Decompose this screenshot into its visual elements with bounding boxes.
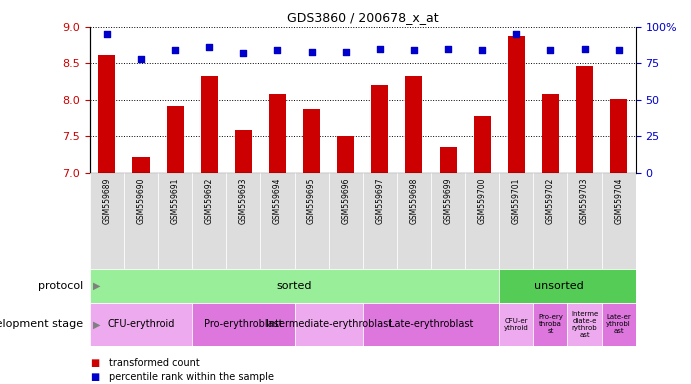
- Point: [442, 46, 453, 52]
- Text: GSM559694: GSM559694: [273, 177, 282, 224]
- Bar: [90, 173, 124, 269]
- Bar: [337, 136, 354, 173]
- Text: GSM559700: GSM559700: [477, 177, 486, 224]
- Bar: [576, 66, 593, 173]
- Bar: [98, 55, 115, 173]
- Bar: [465, 173, 499, 269]
- Point: [375, 46, 386, 52]
- Point: [579, 46, 590, 52]
- Text: GSM559689: GSM559689: [102, 177, 111, 224]
- Bar: [499, 269, 636, 303]
- Bar: [90, 269, 499, 303]
- Text: development stage: development stage: [0, 319, 83, 329]
- Point: [545, 47, 556, 53]
- Text: ▶: ▶: [93, 281, 101, 291]
- Bar: [439, 147, 457, 173]
- Text: GSM559704: GSM559704: [614, 177, 623, 224]
- Bar: [610, 99, 627, 173]
- Bar: [235, 131, 252, 173]
- Bar: [508, 36, 525, 173]
- Point: [102, 31, 113, 37]
- Point: [340, 49, 351, 55]
- Point: [511, 31, 522, 37]
- Point: [477, 47, 488, 53]
- Text: GSM559702: GSM559702: [546, 177, 555, 224]
- Text: GSM559695: GSM559695: [307, 177, 316, 224]
- Text: GDS3860 / 200678_x_at: GDS3860 / 200678_x_at: [287, 12, 439, 25]
- Text: ▶: ▶: [93, 319, 101, 329]
- Text: GSM559693: GSM559693: [239, 177, 248, 224]
- Text: GSM559696: GSM559696: [341, 177, 350, 224]
- Text: GSM559691: GSM559691: [171, 177, 180, 224]
- Text: ■: ■: [90, 358, 99, 368]
- Text: ■: ■: [90, 372, 99, 382]
- Bar: [294, 303, 363, 346]
- Bar: [499, 173, 533, 269]
- Bar: [90, 303, 192, 346]
- Text: GSM559697: GSM559697: [375, 177, 384, 224]
- Bar: [533, 303, 567, 346]
- Bar: [261, 173, 294, 269]
- Point: [306, 49, 317, 55]
- Bar: [499, 303, 533, 346]
- Bar: [227, 173, 261, 269]
- Text: Intermediate-erythroblast: Intermediate-erythroblast: [265, 319, 392, 329]
- Text: transformed count: transformed count: [109, 358, 200, 368]
- Text: GSM559703: GSM559703: [580, 177, 589, 224]
- Bar: [473, 116, 491, 173]
- Bar: [133, 157, 149, 173]
- Bar: [542, 94, 559, 173]
- Text: Late-erythroblast: Late-erythroblast: [389, 319, 473, 329]
- Bar: [269, 94, 286, 173]
- Bar: [192, 173, 226, 269]
- Bar: [431, 173, 465, 269]
- Text: unsorted: unsorted: [534, 281, 584, 291]
- Bar: [602, 303, 636, 346]
- Text: GSM559690: GSM559690: [137, 177, 146, 224]
- Text: percentile rank within the sample: percentile rank within the sample: [109, 372, 274, 382]
- Text: sorted: sorted: [277, 281, 312, 291]
- Bar: [303, 109, 320, 173]
- Text: Pro-erythroblast: Pro-erythroblast: [204, 319, 283, 329]
- Bar: [406, 76, 422, 173]
- Bar: [567, 173, 602, 269]
- Bar: [294, 173, 329, 269]
- Point: [238, 50, 249, 56]
- Bar: [363, 173, 397, 269]
- Text: GSM559701: GSM559701: [512, 177, 521, 224]
- Bar: [158, 173, 192, 269]
- Bar: [363, 303, 499, 346]
- Bar: [397, 173, 431, 269]
- Bar: [371, 84, 388, 173]
- Bar: [567, 303, 602, 346]
- Text: CFU-er
ythroid: CFU-er ythroid: [504, 318, 529, 331]
- Bar: [167, 106, 184, 173]
- Bar: [602, 173, 636, 269]
- Point: [613, 47, 624, 53]
- Bar: [329, 173, 363, 269]
- Point: [408, 47, 419, 53]
- Point: [272, 47, 283, 53]
- Text: Late-er
ythrobl
ast: Late-er ythrobl ast: [606, 314, 631, 334]
- Text: CFU-erythroid: CFU-erythroid: [107, 319, 175, 329]
- Text: Interme
diate-e
rythrob
ast: Interme diate-e rythrob ast: [571, 311, 598, 338]
- Bar: [192, 303, 294, 346]
- Text: GSM559699: GSM559699: [444, 177, 453, 224]
- Bar: [533, 173, 567, 269]
- Text: GSM559692: GSM559692: [205, 177, 214, 224]
- Point: [135, 56, 146, 62]
- Text: Pro-ery
throba
st: Pro-ery throba st: [538, 314, 563, 334]
- Bar: [124, 173, 158, 269]
- Point: [204, 44, 215, 50]
- Text: GSM559698: GSM559698: [410, 177, 419, 224]
- Bar: [200, 76, 218, 173]
- Text: protocol: protocol: [38, 281, 83, 291]
- Point: [169, 47, 180, 53]
